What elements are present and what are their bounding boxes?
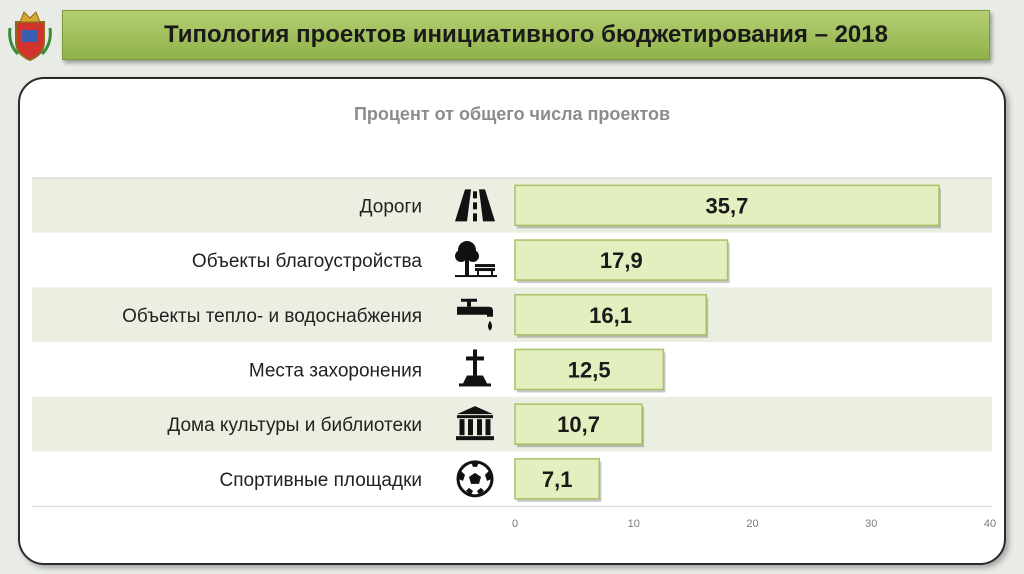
faucet-icon — [457, 298, 493, 331]
x-tick-label: 40 — [984, 518, 996, 530]
category-label: Объекты тепло- и водоснабжения — [122, 306, 422, 327]
bar-value-label: 16,1 — [589, 303, 632, 328]
bar — [514, 184, 940, 227]
bar — [514, 239, 729, 281]
x-tick-label: 20 — [746, 518, 758, 530]
category-label: Места захоронения — [249, 360, 422, 381]
x-tick-label: 30 — [865, 518, 877, 530]
page-title: Типология проектов инициативного бюджети… — [164, 21, 888, 48]
x-tick-label: 0 — [512, 518, 518, 530]
grave-cross-icon — [459, 349, 491, 387]
header-title-bar: Типология проектов инициативного бюджети… — [62, 10, 990, 60]
category-label: Объекты благоустройства — [192, 251, 423, 272]
bar-value-label: 7,1 — [542, 467, 573, 492]
category-label: Спортивные площадки — [220, 470, 423, 491]
x-tick-label: 10 — [628, 518, 640, 530]
museum-icon — [456, 406, 494, 441]
bar-value-label: 10,7 — [557, 412, 600, 437]
road-icon — [455, 189, 495, 222]
soccer-ball-icon — [456, 460, 494, 498]
tree-bench-icon — [455, 241, 497, 278]
category-label: Дома культуры и библиотеки — [167, 415, 422, 436]
coat-of-arms-icon — [8, 11, 52, 62]
row-band — [32, 396, 992, 452]
bar-value-label: 17,9 — [600, 248, 643, 273]
bar-value-label: 12,5 — [568, 357, 611, 382]
bar — [514, 458, 601, 500]
bar — [514, 348, 665, 391]
bar-value-label: 35,7 — [706, 193, 749, 218]
category-label: Дороги — [360, 196, 422, 217]
bar — [514, 403, 643, 445]
row-band — [32, 287, 992, 343]
bar — [514, 294, 707, 336]
chart-title: Процент от общего числа проектов — [353, 104, 671, 124]
